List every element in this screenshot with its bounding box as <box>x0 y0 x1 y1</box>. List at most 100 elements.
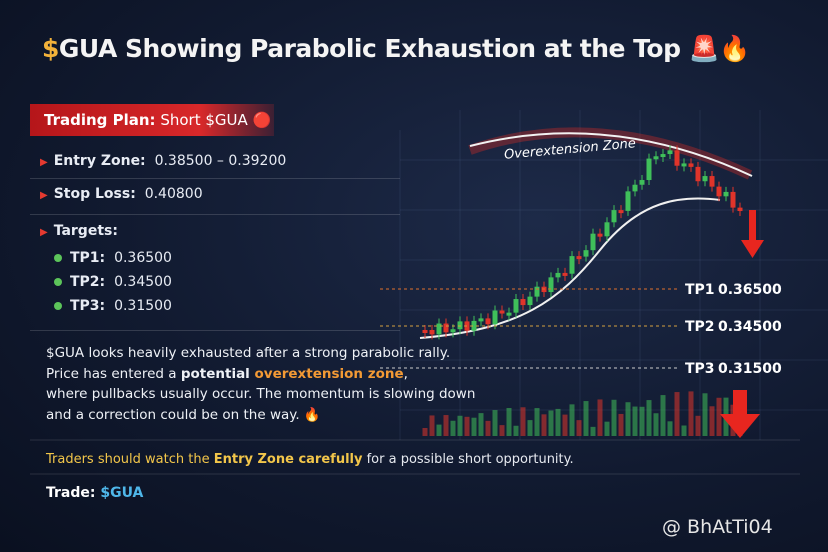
candle <box>583 250 589 257</box>
candle <box>436 424 442 436</box>
candle <box>688 391 694 436</box>
desc-text: Price has entered a <box>46 365 181 382</box>
candle <box>513 425 519 436</box>
candle <box>492 410 498 436</box>
candle <box>611 210 617 223</box>
candle <box>471 320 477 331</box>
candle <box>429 330 435 335</box>
candle <box>443 415 449 436</box>
candle <box>548 410 554 436</box>
candle <box>618 210 624 214</box>
candle <box>485 420 491 436</box>
candle <box>569 404 575 436</box>
candle <box>555 408 561 436</box>
tp-value: 0.36500 <box>114 250 172 266</box>
candle <box>506 312 512 316</box>
trend-curve <box>419 197 721 339</box>
candle <box>450 329 456 333</box>
candle <box>485 318 491 325</box>
candle <box>639 406 645 436</box>
description: $GUA looks heavily exhausted after a str… <box>46 343 475 425</box>
candle <box>646 400 652 436</box>
candle <box>597 233 603 237</box>
trade: Trade: $GUA <box>46 485 143 501</box>
desc-bold: potential <box>180 365 255 382</box>
tp1-label: TP1 <box>685 282 715 298</box>
candle <box>436 323 442 335</box>
tp-label: TP1: <box>70 250 106 266</box>
tp3-row: TP3: 0.31500 <box>54 298 172 314</box>
candle <box>611 399 617 436</box>
tp3-label: TP3 <box>685 361 715 377</box>
tp-label: TP2: <box>70 274 106 290</box>
candle <box>667 421 673 436</box>
candle <box>653 413 659 436</box>
candle <box>429 415 435 436</box>
candle <box>555 272 561 278</box>
candle <box>590 233 596 251</box>
note: Traders should watch the Entry Zone care… <box>46 452 574 467</box>
candle <box>443 323 449 333</box>
candle <box>730 191 736 208</box>
candle <box>632 406 638 436</box>
candle <box>590 426 596 436</box>
candle <box>527 296 533 306</box>
desc-line: $GUA looks heavily exhausted after a str… <box>46 345 451 361</box>
candle <box>604 421 610 436</box>
candle <box>646 158 652 181</box>
candle <box>457 321 463 330</box>
down-arrow <box>741 210 764 258</box>
candle <box>457 415 463 436</box>
candle <box>597 399 603 436</box>
candle <box>667 150 673 155</box>
candle <box>625 191 631 211</box>
candle <box>737 207 743 212</box>
candle <box>541 414 547 436</box>
candle <box>562 414 568 436</box>
big-arrow <box>720 390 760 438</box>
plan-banner: Trading Plan: Short $GUA 🔴 <box>30 104 274 136</box>
candle <box>618 413 624 436</box>
candle <box>583 401 589 436</box>
tp-label: TP3: <box>70 298 106 314</box>
candle <box>520 299 526 306</box>
trade-label: Trade: <box>46 485 96 501</box>
candle <box>716 186 722 197</box>
title: $GUA Showing Parabolic Exhaustion at the… <box>42 34 750 63</box>
candle <box>674 392 680 436</box>
candle <box>478 413 484 436</box>
targets-title: ▶ Targets: <box>40 223 118 239</box>
tp2-row: TP2: 0.34500 <box>54 274 172 290</box>
tp1-row: TP1: 0.36500 <box>54 250 172 266</box>
stop-value: 0.40800 <box>144 186 203 202</box>
tp3-value: 0.31500 <box>718 361 782 377</box>
entry-label: Entry Zone: <box>53 153 146 169</box>
stop-label: Stop Loss: <box>53 186 136 202</box>
plan-value: Short $GUA 🔴 <box>160 111 272 129</box>
candle <box>660 154 666 158</box>
desc-text: , <box>403 365 408 382</box>
targets-label: Targets: <box>53 223 118 239</box>
candle <box>576 256 582 260</box>
candle <box>548 277 554 293</box>
stop-row: ▶ Stop Loss: 0.40800 <box>40 186 203 202</box>
desc-line: Price has entered a potential overextens… <box>46 364 475 385</box>
candle <box>639 180 645 185</box>
note-text: Traders should watch the <box>46 452 214 467</box>
note-bold: Entry Zone carefully <box>213 452 363 467</box>
candle <box>562 272 568 276</box>
tp-value: 0.31500 <box>114 298 172 314</box>
candle <box>471 417 477 436</box>
tp-value: 0.34500 <box>114 274 172 290</box>
desc-line: and a correction could be on the way. 🔥 <box>46 406 321 423</box>
candle <box>513 299 519 313</box>
desc-highlight: overextension zone <box>254 365 404 382</box>
candle <box>681 163 687 167</box>
candle <box>709 406 715 436</box>
candle <box>422 428 428 436</box>
candle <box>632 184 638 192</box>
candle <box>681 425 687 436</box>
candle <box>695 166 701 182</box>
